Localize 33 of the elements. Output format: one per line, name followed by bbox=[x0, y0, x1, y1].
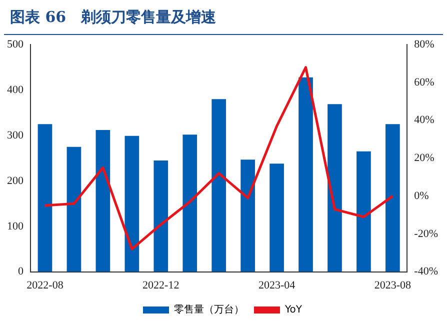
bar bbox=[356, 151, 371, 272]
bar bbox=[386, 124, 400, 272]
x-tick-label: 2023-08 bbox=[374, 279, 412, 292]
bar bbox=[270, 164, 284, 272]
bar bbox=[154, 160, 168, 272]
y2-tick-label: -20% bbox=[414, 228, 438, 240]
bar bbox=[298, 77, 313, 272]
y2-tick-label: -40% bbox=[414, 266, 438, 278]
bar bbox=[66, 146, 82, 272]
y-tick-label: 0 bbox=[18, 266, 24, 278]
bar bbox=[124, 136, 140, 272]
y2-tick-label: 20% bbox=[414, 152, 434, 164]
bar bbox=[328, 104, 342, 272]
y-tick-label: 200 bbox=[7, 174, 24, 187]
x-tick-label: 2022-12 bbox=[142, 279, 180, 292]
bar bbox=[96, 130, 110, 272]
x-tick-label: 2023-04 bbox=[258, 279, 296, 292]
y2-tick-label: 0% bbox=[414, 190, 429, 202]
y2-tick-label: 40% bbox=[414, 114, 434, 126]
x-tick-label: 2022-08 bbox=[26, 279, 64, 292]
bar bbox=[212, 99, 226, 272]
bar bbox=[182, 134, 198, 272]
bar bbox=[240, 160, 255, 272]
y-tick-label: 100 bbox=[7, 220, 24, 232]
y2-tick-label: 60% bbox=[414, 76, 434, 88]
y2-tick-label: 80% bbox=[414, 38, 434, 50]
y-tick-label: 300 bbox=[7, 129, 24, 142]
y-tick-label: 500 bbox=[7, 38, 24, 50]
legend-label: 零售量（万台） bbox=[174, 304, 244, 316]
y-tick-label: 400 bbox=[7, 84, 24, 96]
bar bbox=[38, 124, 52, 272]
chart-title: 图表 66 剃须刀零售量及增速 bbox=[4, 0, 443, 35]
legend-label: YoY bbox=[284, 304, 303, 316]
